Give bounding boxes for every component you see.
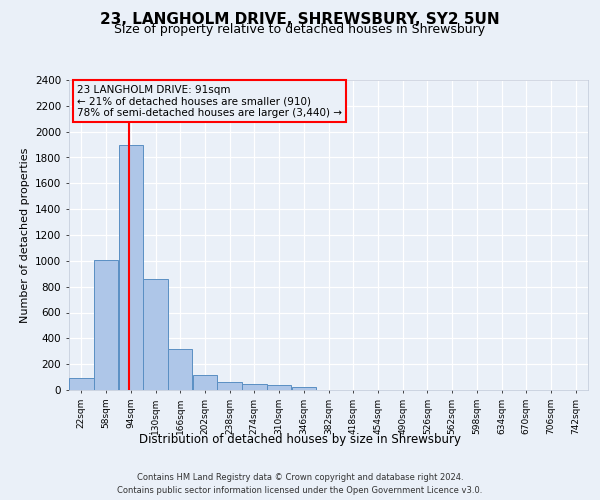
Bar [119,144,143,390]
Bar [193,375,217,390]
Bar [94,260,118,390]
Text: Contains HM Land Registry data © Crown copyright and database right 2024.
Contai: Contains HM Land Registry data © Crown c… [118,472,482,496]
Text: 23, LANGHOLM DRIVE, SHREWSBURY, SY2 5UN: 23, LANGHOLM DRIVE, SHREWSBURY, SY2 5UN [100,12,500,28]
Bar [168,350,193,390]
Bar [267,385,292,390]
Bar [242,384,266,390]
Bar [217,382,242,390]
Bar [143,279,168,390]
Text: Size of property relative to detached houses in Shrewsbury: Size of property relative to detached ho… [115,24,485,36]
Bar [292,387,316,390]
Y-axis label: Number of detached properties: Number of detached properties [20,148,29,322]
Text: 23 LANGHOLM DRIVE: 91sqm
← 21% of detached houses are smaller (910)
78% of semi-: 23 LANGHOLM DRIVE: 91sqm ← 21% of detach… [77,84,342,118]
Text: Distribution of detached houses by size in Shrewsbury: Distribution of detached houses by size … [139,432,461,446]
Bar [69,378,94,390]
